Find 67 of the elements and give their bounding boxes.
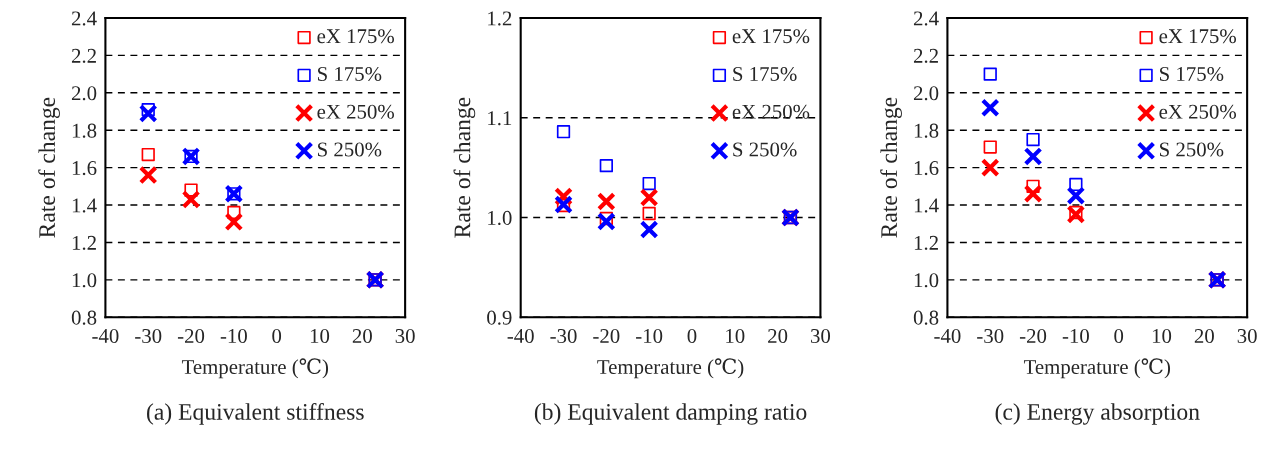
x-tick-label: -30 [135, 328, 162, 344]
x-tick-label: -20 [1019, 328, 1047, 344]
y-tick-label: 2.4 [913, 11, 939, 26]
y-tick-label: 0.8 [913, 310, 939, 325]
y-tick-label: 1.4 [72, 198, 97, 213]
x-tick-label: -40 [507, 328, 534, 344]
x-tick-label: 0 [1114, 328, 1124, 344]
y-tick-label: 1.6 [914, 161, 939, 176]
x-tick-label: 10 [310, 328, 330, 344]
y-tick-label: 2.4 [71, 11, 97, 26]
legend-label: S 175% [733, 66, 797, 82]
y-tick-label: 1.6 [72, 161, 97, 176]
y-tick-label: 1.1 [488, 111, 512, 126]
y-tick-label: 1.2 [488, 11, 512, 26]
y-tick-label: 2.0 [71, 86, 97, 101]
y-tick-label: 2.2 [913, 48, 938, 63]
y-tick-label: 0.8 [71, 310, 97, 325]
legend-label: eX 175% [732, 29, 810, 44]
x-tick-label: 10 [726, 328, 745, 344]
x-tick-label: 20 [1194, 328, 1214, 344]
legend-label: S 175% [1160, 66, 1224, 82]
x-axis-title: Temperature (℃) [597, 358, 744, 379]
x-tick-label: -40 [92, 328, 119, 344]
legend-label: S 175% [318, 66, 382, 82]
x-tick-label: 10 [1152, 328, 1172, 344]
text: (b) Equivalent damping ratio [534, 403, 807, 425]
y-tick-label: 1.0 [72, 273, 97, 288]
x-tick-label: 0 [687, 328, 697, 344]
x-axis-title: Temperature (℃) [1023, 358, 1171, 379]
legend-label: eX 175% [317, 29, 394, 44]
y-tick-label: 1.8 [72, 123, 97, 138]
y-tick-label: 1.0 [914, 273, 939, 288]
legend-label: eX 250% [732, 104, 810, 119]
legend-label: S 250% [733, 142, 797, 157]
y-axis-title: Rate of change [880, 97, 902, 238]
legend-label: S 250% [1160, 142, 1224, 157]
legend-label: eX 175% [1159, 29, 1237, 44]
x-tick-label: 20 [352, 328, 372, 344]
x-tick-label: -20 [593, 328, 620, 344]
x-tick-label: -10 [636, 328, 663, 344]
y-axis-title: Rate of change [38, 97, 60, 238]
x-tick-label: -20 [177, 328, 205, 344]
y-tick-label: 1.2 [914, 235, 938, 250]
x-tick-label: -10 [1062, 328, 1089, 344]
text: (a) Equivalent stiffness [147, 403, 364, 425]
legend-label: eX 250% [317, 104, 394, 119]
x-tick-label: 30 [395, 328, 415, 344]
x-tick-label: -40 [934, 328, 961, 344]
y-tick-label: 1.8 [914, 123, 939, 138]
y-tick-label: 1.4 [914, 198, 939, 213]
x-tick-label: 30 [811, 328, 831, 344]
x-tick-label: -30 [977, 328, 1004, 344]
x-tick-label: -30 [550, 328, 577, 344]
y-axis-title: Rate of change [453, 97, 476, 238]
y-tick-label: 0.9 [487, 310, 512, 325]
x-tick-label: 0 [272, 328, 282, 344]
y-tick-label: 1.0 [488, 210, 512, 226]
x-tick-label: 20 [768, 328, 788, 344]
legend-label: eX 250% [1159, 104, 1237, 119]
y-tick-label: 1.2 [72, 235, 96, 250]
text: (c) Energy absorption [995, 403, 1200, 425]
y-tick-label: 2.2 [71, 48, 96, 63]
x-tick-label: 30 [1237, 328, 1257, 344]
x-axis-title: Temperature (℃) [181, 358, 329, 379]
x-tick-label: -10 [220, 328, 247, 344]
y-tick-label: 2.0 [913, 86, 939, 101]
legend-label: S 250% [318, 142, 382, 157]
